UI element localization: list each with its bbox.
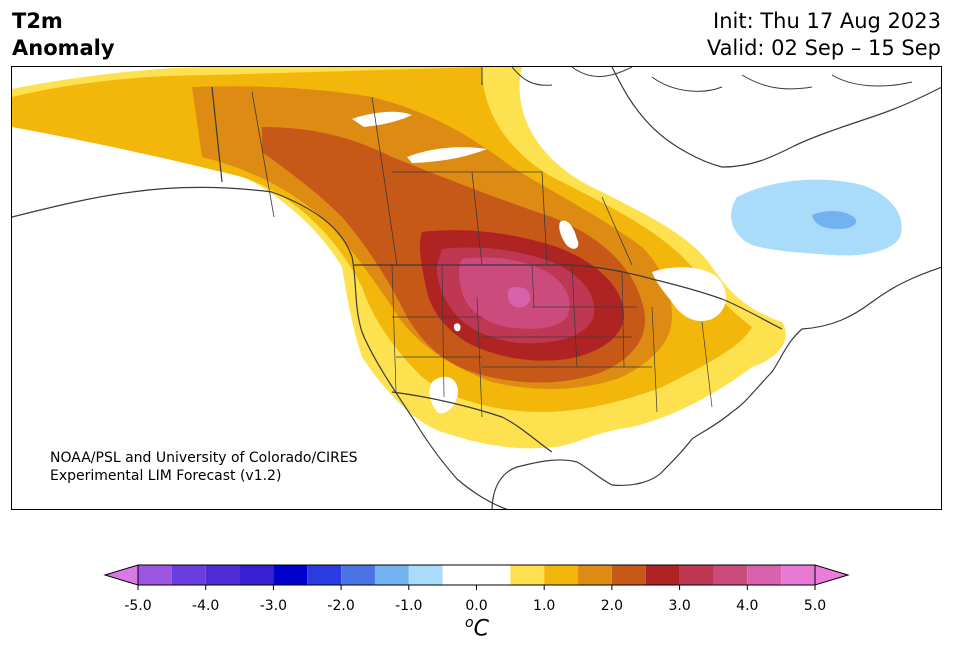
contour-neg-1.5 — [812, 211, 857, 229]
anomaly-map: NOAA/PSL and University of Colorado/CIRE… — [11, 66, 942, 510]
islands-arctic — [481, 67, 913, 92]
colorbar-bin-16 — [713, 565, 748, 585]
units-degree: o — [465, 615, 474, 631]
colorbar-bin-5 — [307, 565, 342, 585]
colorbar-bin-10 — [510, 565, 545, 585]
units-label: oC — [465, 615, 489, 641]
great-lakes — [652, 267, 727, 322]
alaska-border — [211, 86, 223, 183]
colorbar-tick-label: -5.0 — [124, 598, 152, 614]
salt-lake — [453, 323, 461, 332]
colorbar-bin-12 — [578, 565, 612, 585]
colorbar-tick-label: -4.0 — [192, 598, 220, 614]
colorbar-over-arrow — [814, 564, 850, 586]
credit-line-2: Experimental LIM Forecast (v1.2) — [50, 468, 282, 484]
colorbar-bin-17 — [747, 565, 782, 585]
us-mexico-border — [391, 391, 553, 453]
colorbar-tick-label: 0.0 — [465, 598, 488, 614]
state-lines — [391, 264, 713, 418]
credit-line-1: NOAA/PSL and University of Colorado/CIRE… — [50, 450, 358, 466]
map-canvas — [12, 67, 941, 509]
colorbar-bin-1 — [171, 565, 206, 585]
title-line-2: Anomaly — [12, 36, 115, 60]
colorbar-ticks — [137, 585, 816, 590]
colorbar — [103, 564, 850, 590]
province-lines — [251, 91, 633, 266]
colorbar-under-arrow — [103, 564, 139, 586]
colorbar-tick-label: -3.0 — [259, 598, 288, 614]
colorbar-tick-label: 1.0 — [533, 598, 556, 614]
colorbar-tick-label: 2.0 — [600, 598, 624, 614]
colorbar-bin-11 — [544, 565, 579, 585]
valid-range: Valid: 02 Sep – 15 Sep — [706, 36, 941, 60]
contour-4.0 — [507, 287, 531, 308]
boundaries — [12, 67, 941, 509]
colorbar-bin-2 — [205, 565, 240, 585]
colorbar-bin-18 — [781, 565, 815, 585]
map-title: T2m Anomaly — [12, 8, 115, 62]
colorbar-bin-9 — [442, 565, 511, 585]
colorbar-bin-15 — [679, 565, 714, 585]
colorbar-bin-14 — [645, 565, 680, 585]
great-slave-lake — [352, 111, 412, 127]
lake-athabasca — [407, 147, 487, 163]
colorbar-bin-6 — [341, 565, 375, 585]
colorbar-bins — [138, 565, 815, 585]
canada-us-border — [354, 264, 783, 330]
colorbar-bin-8 — [408, 565, 443, 585]
lake-winnipeg — [559, 220, 579, 249]
colorbar-bin-7 — [374, 565, 409, 585]
colorbar-tick-label: -1.0 — [395, 598, 423, 614]
colorbar-tick-label: 4.0 — [736, 598, 759, 614]
colorbar-bin-13 — [611, 565, 646, 585]
colorbar-tick-label: 3.0 — [668, 598, 691, 614]
title-line-1: T2m — [12, 9, 63, 33]
colorbar-tick-label: -2.0 — [327, 598, 355, 614]
data-credit: NOAA/PSL and University of Colorado/CIRE… — [50, 449, 358, 485]
coastline-pacific — [12, 186, 508, 509]
init-date: Init: Thu 17 Aug 2023 — [713, 9, 941, 33]
colorbar-bin-0 — [138, 565, 172, 585]
colorbar-bin-3 — [239, 565, 274, 585]
colorbar-bin-4 — [273, 565, 308, 585]
water-bodies — [352, 111, 727, 414]
coastline-atlantic — [491, 266, 941, 509]
colorbar-tick-label: 5.0 — [803, 598, 827, 614]
units-base: C — [473, 616, 489, 642]
forecast-dates: Init: Thu 17 Aug 2023 Valid: 02 Sep – 15… — [707, 8, 941, 62]
coastline-hudson-bay — [611, 67, 941, 168]
anomaly-fill — [12, 67, 902, 449]
